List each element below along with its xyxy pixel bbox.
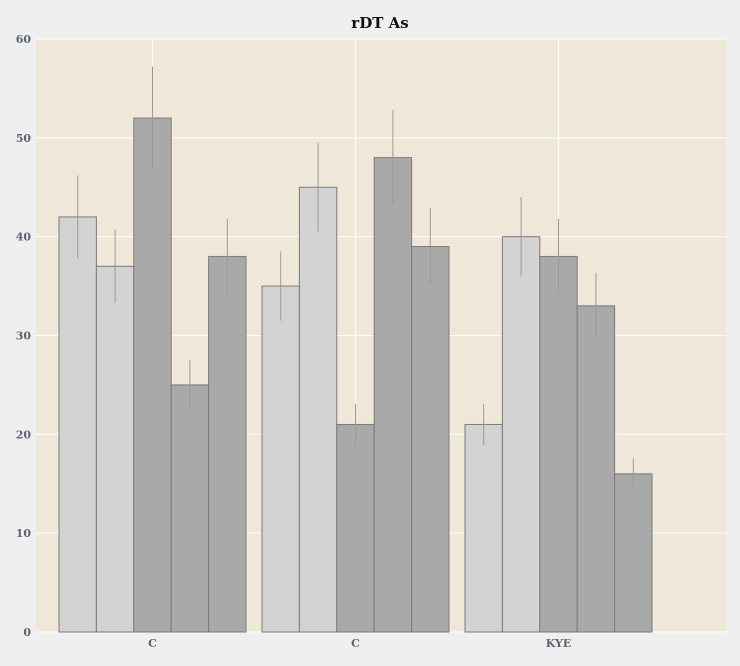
y-tick-label: 10 [16,527,32,540]
x-tick-label: C [148,637,157,650]
x-axis-ticks: C C KYE [148,637,571,650]
bar [614,473,653,633]
x-tick-label: KYE [546,637,572,650]
bar [133,117,172,633]
bar [170,384,210,633]
bar [95,265,135,633]
y-tick-label: 30 [16,330,32,343]
bar [539,255,578,633]
bar [464,423,503,633]
chart-title: rDT As [351,14,408,32]
bar [411,246,450,633]
bar [261,285,300,633]
bars [58,117,653,633]
y-tick-label: 50 [16,132,32,145]
bar [58,216,97,633]
bar [576,305,616,633]
y-tick-label: 60 [16,33,32,46]
y-tick-label: 40 [16,231,32,244]
bar [501,236,541,633]
y-tick-label: 0 [23,626,31,639]
x-tick-label: C [351,637,360,650]
y-tick-label: 20 [16,428,32,441]
bar [208,255,247,633]
bar [298,186,338,633]
bar [336,423,375,633]
error-bars [77,66,634,490]
bar [373,157,413,633]
y-axis-ticks: 0 10 20 30 40 50 60 [16,33,32,639]
